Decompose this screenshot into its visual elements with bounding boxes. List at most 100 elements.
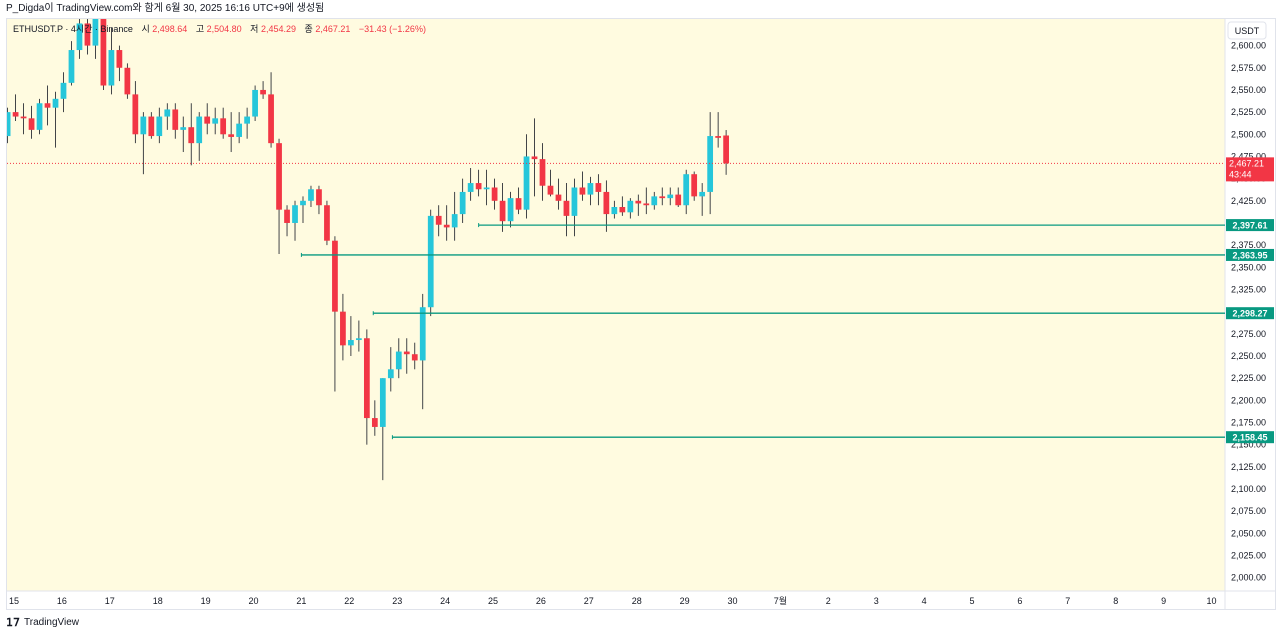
time-tick-label: 8 (1113, 596, 1118, 606)
chart-container[interactable]: ETHUSDT.P · 4시간 · Binance 시 2,498.64 고 2… (0, 3, 1276, 610)
candle-body (395, 351, 402, 370)
price-tick-label: 2,500.00 (1231, 129, 1266, 139)
candle-body (379, 378, 386, 427)
level-label-bg (1226, 219, 1274, 232)
candle-body (507, 198, 514, 222)
time-tick-label: 4 (922, 596, 927, 606)
time-tick-label: 10 (1206, 596, 1216, 606)
candle-body (523, 156, 530, 210)
time-tick-label: 6 (1017, 596, 1022, 606)
candlestick-chart[interactable]: ETHUSDT.P · 4시간 · Binance 시 2,498.64 고 2… (0, 3, 1275, 609)
time-tick-label: 24 (440, 596, 450, 606)
ohlc-legend: ETHUSDT.P · 4시간 · Binance 시 2,498.64 고 2… (13, 24, 426, 34)
candle-body (475, 183, 482, 190)
level-label-bg (1226, 248, 1274, 261)
level-price-labels: 2,397.61 2,363.95 2,298.27 2,158.45 (1226, 219, 1274, 444)
candle-body (308, 189, 314, 201)
candle-body (411, 354, 418, 361)
time-tick-label: 9 (1161, 596, 1166, 606)
time-tick-label: 7월 (774, 595, 787, 606)
candle-body (643, 203, 650, 206)
candle-body (483, 187, 490, 190)
candle-body (587, 183, 594, 195)
candle-body (12, 112, 19, 117)
candle-body (619, 207, 626, 213)
time-tick-label: 30 (727, 596, 737, 606)
price-axis[interactable]: 2,600.00 2,575.00 2,550.00 2,525.00 2,500.00… (1231, 41, 1266, 583)
time-tick-label: 17 (105, 596, 115, 606)
price-tick-label: 2,200.00 (1231, 395, 1266, 405)
legend-high: 2,504.80 (207, 24, 242, 34)
candle-body (68, 50, 75, 83)
candle-body (228, 134, 235, 137)
candle-body (260, 89, 266, 95)
candle-body (627, 200, 634, 213)
price-tick-label: 2,175.00 (1231, 418, 1266, 428)
candle-countdown: 43:44 (1229, 169, 1252, 179)
candle-body (683, 174, 690, 206)
candle-body (356, 338, 362, 341)
candle-body (635, 200, 642, 204)
time-tick-label: 7 (1065, 596, 1070, 606)
candle-body (459, 191, 466, 215)
price-tick-label: 2,125.00 (1231, 462, 1266, 472)
time-tick-label: 5 (969, 596, 974, 606)
level-price-label: 2,397.61 (1232, 221, 1267, 231)
candle-body (579, 187, 586, 195)
candle-body (340, 311, 346, 346)
time-axis[interactable]: 15 16 17 18 19 20 21 22 23 24 25 26 27 28 29 30 7월 2 3 4 5 6 7… (9, 595, 1217, 606)
candle-body (148, 116, 155, 137)
tradingview-footer: 𝟣𝟩 TradingView (6, 614, 79, 632)
candle-body (531, 156, 538, 160)
legend-low-label: 저 (250, 24, 258, 34)
time-tick-label: 23 (392, 596, 402, 606)
candle-body (659, 196, 666, 199)
candle-body (611, 207, 618, 215)
legend-change: −31.43 (−1.26%) (359, 24, 426, 34)
candle-body (212, 118, 219, 124)
time-tick-label: 20 (248, 596, 258, 606)
candle-body (52, 98, 59, 108)
horizontal-levels (300, 223, 1225, 440)
price-tick-label: 2,325.00 (1231, 284, 1266, 294)
legend-close-label: 종 (305, 24, 313, 34)
candle-body (715, 136, 722, 138)
candle-body (691, 174, 698, 197)
candle-body (132, 94, 139, 135)
candle-body (300, 200, 306, 206)
time-tick-label: 18 (153, 596, 163, 606)
candle-body (220, 118, 227, 135)
currency-badge[interactable]: USDT (1227, 21, 1267, 40)
current-price-badge: 2,467.21 43:44 (1226, 157, 1274, 182)
candle-body (124, 67, 131, 95)
legend-close: 2,467.21 (315, 24, 350, 34)
time-tick-label: 28 (632, 596, 642, 606)
currency-label: USDT (1235, 26, 1260, 36)
level-label-bg (1226, 307, 1274, 320)
price-tick-label: 2,575.00 (1231, 63, 1266, 73)
candle-body (180, 127, 187, 130)
price-tick-label: 2,275.00 (1231, 329, 1266, 339)
price-tick-label: 2,100.00 (1231, 484, 1266, 494)
candle-body (324, 205, 330, 241)
price-tick-label: 2,000.00 (1231, 573, 1266, 583)
plot-background (7, 19, 1225, 591)
price-tick-label: 2,025.00 (1231, 551, 1266, 561)
candle-body (363, 338, 370, 419)
candle-body (467, 183, 474, 192)
candle-body (539, 159, 546, 186)
price-tick-label: 2,075.00 (1231, 506, 1266, 516)
candle-body (76, 23, 83, 51)
level-price-label: 2,363.95 (1232, 250, 1267, 260)
candle-body (603, 191, 610, 215)
publish-info: P_Digda이 TradingView.com와 함게 6월 30, 2025… (6, 3, 325, 14)
time-tick-label: 21 (296, 596, 306, 606)
candle-body (116, 50, 123, 68)
time-tick-label: 15 (9, 596, 19, 606)
time-tick-label: 2 (826, 596, 831, 606)
candle-body (387, 369, 394, 379)
candle-body (723, 135, 729, 164)
candle-body (284, 209, 290, 223)
candle-body (204, 116, 211, 124)
price-tick-label: 2,050.00 (1231, 528, 1266, 538)
